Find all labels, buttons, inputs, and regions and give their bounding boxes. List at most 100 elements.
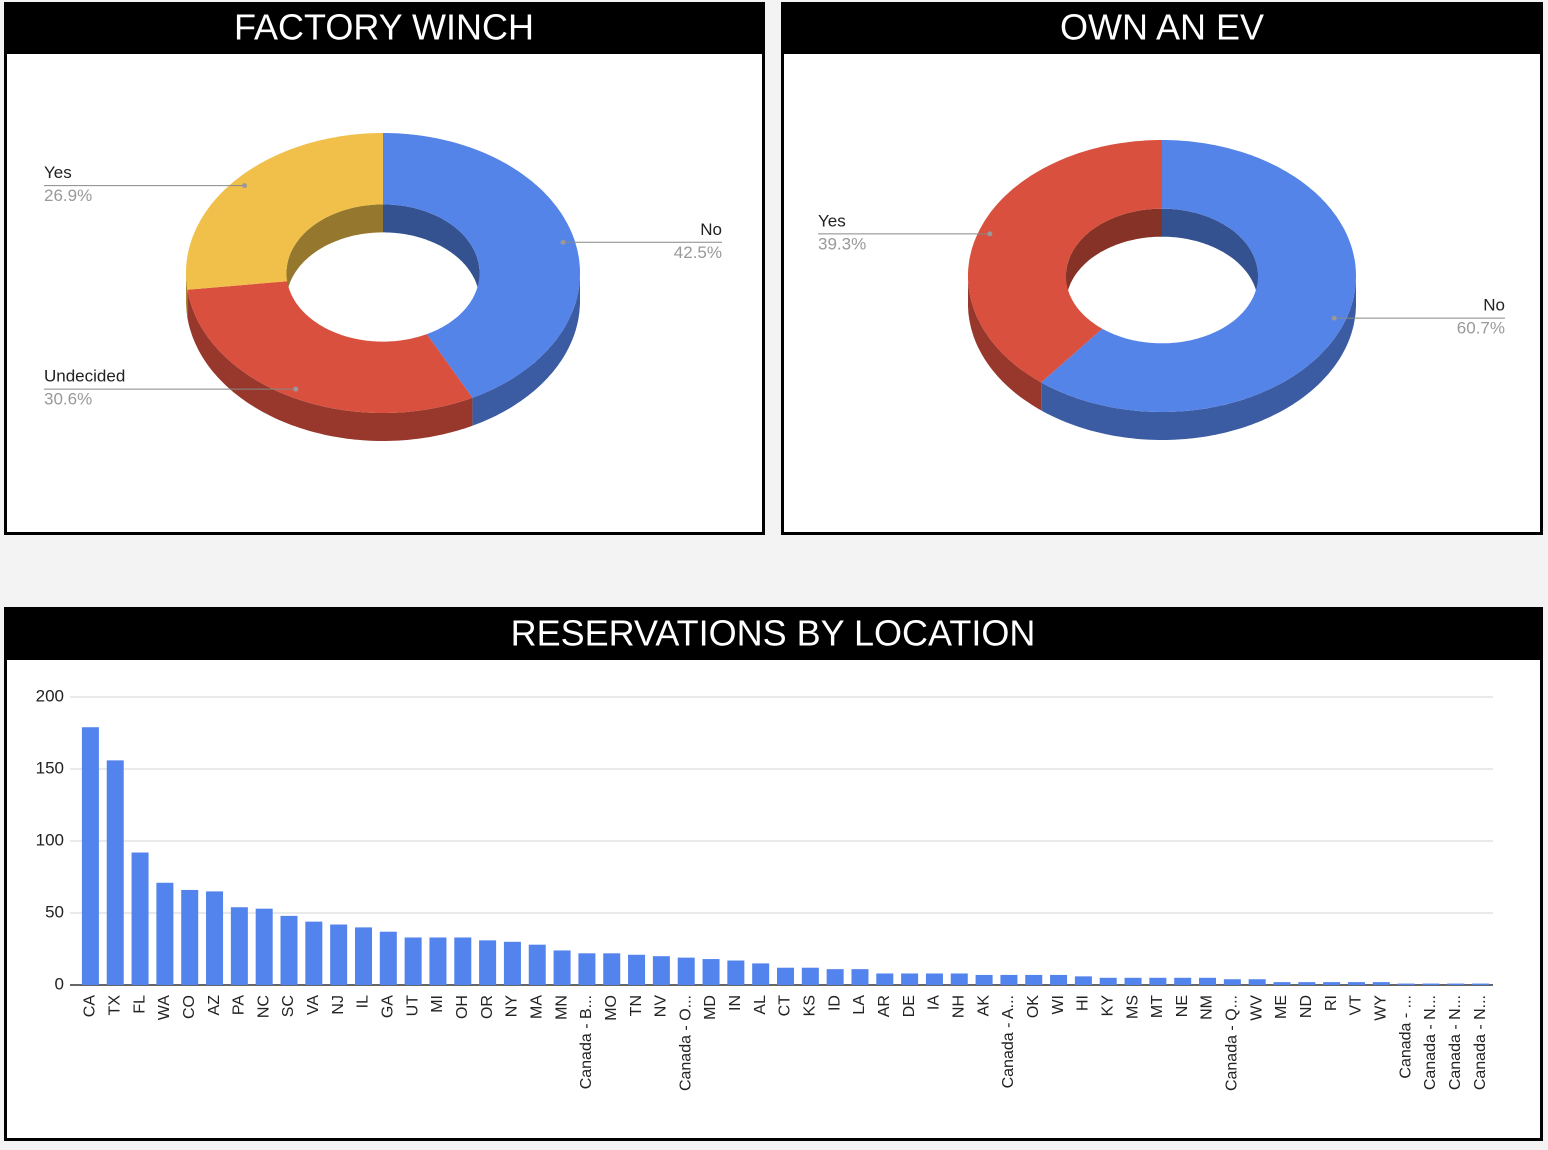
x-tick-label: MD <box>702 995 719 1020</box>
bar <box>81 727 99 985</box>
bar <box>777 967 794 985</box>
x-tick-label: FL <box>131 995 148 1014</box>
bar <box>1273 982 1291 985</box>
x-tick-label: NV <box>653 995 670 1018</box>
x-tick-label: RI <box>1323 995 1340 1011</box>
panel-header <box>4 607 1543 660</box>
x-tick-label: OR <box>479 995 496 1019</box>
x-tick-label: AR <box>876 995 893 1017</box>
x-tick-label: HI <box>1075 995 1092 1011</box>
x-tick-label: NE <box>1174 995 1191 1017</box>
x-tick-label: WY <box>1373 995 1390 1021</box>
bar <box>1248 979 1266 985</box>
slice-inner-wall <box>286 204 383 301</box>
slice <box>383 133 580 398</box>
x-tick-label: MO <box>603 995 620 1021</box>
panel <box>781 2 1543 535</box>
x-tick-label: NY <box>504 995 521 1018</box>
x-tick-label: MI <box>429 995 446 1013</box>
x-tick-label: ME <box>1273 995 1290 1019</box>
bar <box>1323 982 1341 985</box>
x-tick-label: MS <box>1124 995 1141 1019</box>
x-tick-label: OK <box>1025 995 1042 1018</box>
x-tick-label: VT <box>1348 995 1365 1016</box>
bar <box>578 953 596 985</box>
leader-dot <box>987 231 993 237</box>
bar <box>876 973 894 985</box>
bar <box>404 937 422 985</box>
x-tick-label: NH <box>950 995 967 1018</box>
x-tick-label: NJ <box>330 995 347 1015</box>
slice-label: No <box>700 220 722 239</box>
x-tick-label: Canada - N... <box>1422 995 1439 1090</box>
chart-title: FACTORY WINCH <box>234 7 534 48</box>
slice-inner-wall <box>1066 208 1162 304</box>
bar <box>479 940 497 985</box>
leader-dot <box>560 239 566 245</box>
bar <box>181 889 199 985</box>
bar <box>255 908 273 985</box>
bar <box>131 852 149 985</box>
slice-outer-wall <box>472 273 580 426</box>
bar <box>206 891 224 985</box>
x-tick-label: KS <box>802 995 819 1016</box>
chart-title: OWN AN EV <box>1060 7 1264 48</box>
y-tick-label: 200 <box>36 686 64 705</box>
x-tick-label: Canada - N... <box>1472 995 1489 1090</box>
x-tick-label: TN <box>628 995 645 1016</box>
y-tick-label: 100 <box>36 830 64 849</box>
x-tick-label: WI <box>1050 995 1067 1015</box>
x-tick-label: Canada - N... <box>1447 995 1464 1090</box>
slice-outer-wall <box>187 289 473 441</box>
x-tick-label: DE <box>901 995 918 1017</box>
bar <box>106 760 124 985</box>
y-tick-label: 150 <box>36 758 64 777</box>
slice <box>1041 140 1356 412</box>
bar <box>677 957 695 985</box>
x-tick-label: LA <box>851 995 868 1015</box>
bar <box>652 956 670 985</box>
bar <box>429 937 447 985</box>
bar <box>1074 976 1092 985</box>
x-tick-label: WA <box>156 995 173 1021</box>
bar <box>901 973 919 985</box>
bar <box>330 924 348 985</box>
x-tick-label: AL <box>752 995 769 1015</box>
slice-value-label: 42.5% <box>674 243 722 262</box>
bar <box>1472 983 1490 985</box>
x-tick-label: AZ <box>206 995 223 1016</box>
bar <box>1223 979 1241 985</box>
x-tick-label: CA <box>82 995 99 1018</box>
bar <box>454 937 472 985</box>
slice-label: No <box>1483 296 1505 315</box>
bar <box>156 882 174 985</box>
bar <box>628 954 646 985</box>
x-tick-label: IN <box>727 995 744 1011</box>
bar <box>503 941 521 985</box>
x-tick-label: MN <box>553 995 570 1020</box>
bar <box>1174 977 1192 985</box>
panel <box>4 607 1543 1141</box>
bar <box>752 963 770 985</box>
bar <box>826 969 844 985</box>
slice-outer-wall <box>1041 276 1356 440</box>
y-tick-label: 50 <box>45 902 64 921</box>
x-tick-label: ND <box>1298 995 1315 1018</box>
x-tick-label: VA <box>305 995 322 1015</box>
slice-inner-wall <box>1162 208 1258 304</box>
bar <box>1372 982 1390 985</box>
y-tick-label: 0 <box>55 974 64 993</box>
leader-dot <box>1331 315 1337 321</box>
bar <box>1347 982 1365 985</box>
slice <box>187 281 473 413</box>
chart-title: RESERVATIONS BY LOCATION <box>511 613 1036 654</box>
x-tick-label: NM <box>1199 995 1216 1020</box>
x-tick-label: CT <box>777 995 794 1017</box>
bar <box>925 973 943 985</box>
x-tick-label: MA <box>528 995 545 1019</box>
x-tick-label: UT <box>404 995 421 1017</box>
bar <box>1447 983 1465 985</box>
x-tick-label: KY <box>1099 995 1116 1017</box>
x-tick-label: Canada - A... <box>1000 995 1017 1088</box>
